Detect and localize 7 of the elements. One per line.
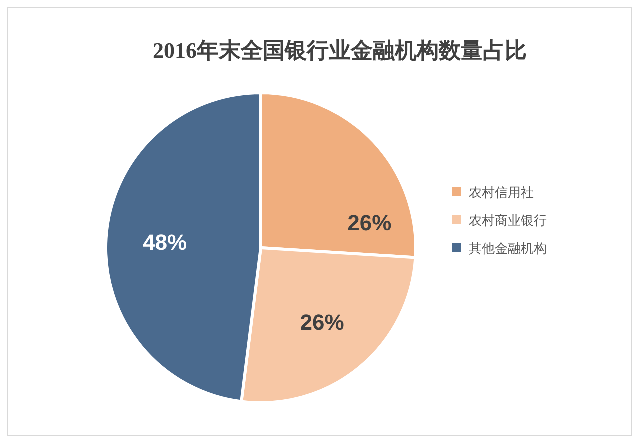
chart-title: 2016年末全国银行业金融机构数量占比 — [153, 38, 527, 63]
legend-label: 农村信用社 — [469, 185, 534, 200]
legend-label: 农村商业银行 — [469, 213, 547, 228]
data-label: 26% — [300, 310, 344, 336]
legend-label: 其他金融机构 — [469, 241, 547, 256]
data-label: 26% — [348, 210, 392, 236]
data-label: 48% — [143, 230, 188, 255]
